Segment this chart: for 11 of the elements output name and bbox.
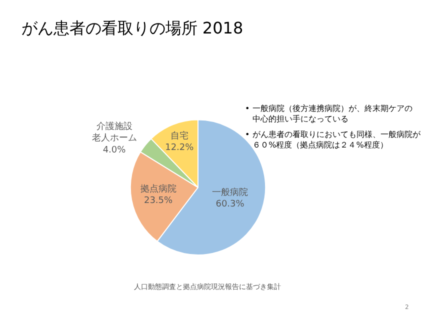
slice-label: 拠点病院 [140,183,176,194]
slice-label: 一般病院 [212,186,248,198]
data-label: 60.3% [216,199,245,210]
slice-label: 介護施設老人ホーム [92,120,137,144]
text: • がん患者の看取りにおいても同様、一般病院が６０%程度（拠点病院は２４%程度） [245,130,422,150]
data-label: 12.2% [165,143,194,154]
chart-title: がん患者の看取りの場所 2018 [21,18,244,38]
data-label: 4.0% [102,145,126,156]
data-label: 23.5% [144,196,174,206]
text: • 一般病院（後方連携病院）が、終末期ケアの中心的担い手になっている [245,104,412,124]
slice-label: 自宅 [170,130,188,142]
